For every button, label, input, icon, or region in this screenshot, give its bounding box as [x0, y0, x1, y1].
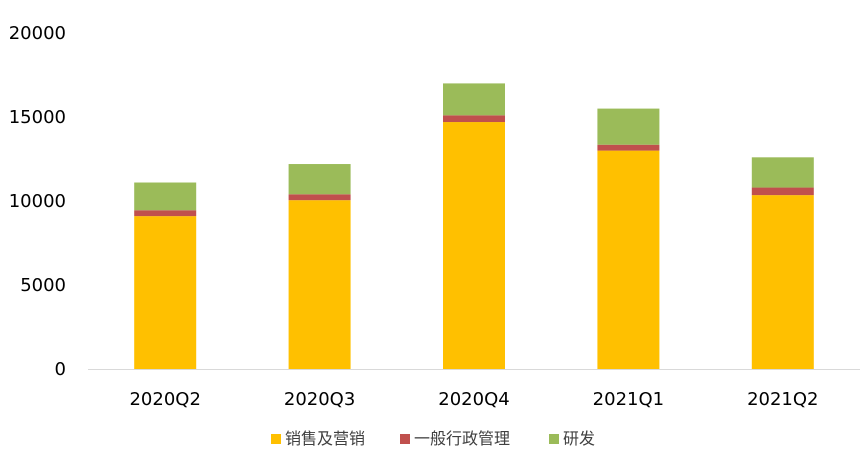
legend-label-2: 一般行政管理 — [414, 429, 510, 448]
bar-segment-2021Q1-2 — [597, 144, 660, 151]
bar-segment-2020Q3-2 — [288, 194, 351, 201]
legend-swatch-2 — [400, 434, 410, 444]
bar-segment-2021Q1-3 — [597, 108, 660, 145]
bar-segment-2021Q2-1 — [751, 195, 814, 369]
y-tick-label: 0 — [55, 359, 66, 380]
bar-segment-2020Q2-3 — [134, 182, 197, 211]
bar-segment-2021Q1-1 — [597, 150, 660, 369]
legend-swatch-3 — [549, 434, 559, 444]
bar-segment-2020Q4-2 — [443, 115, 505, 123]
x-tick-label-2020Q2: 2020Q2 — [129, 389, 200, 410]
x-tick-label-2021Q2: 2021Q2 — [747, 389, 818, 410]
x-tick-label-2021Q1: 2021Q1 — [593, 389, 664, 410]
legend-swatch-1 — [271, 434, 281, 444]
legend-label-3: 研发 — [563, 429, 595, 448]
y-tick-label: 10000 — [9, 191, 66, 212]
legend: 销售及营销 一般行政管理 研发 — [271, 429, 595, 448]
y-tick-label: 15000 — [9, 107, 66, 128]
bar-segment-2021Q2-3 — [751, 157, 814, 188]
bar-segment-2020Q4-1 — [443, 122, 505, 369]
bars-area — [134, 83, 814, 369]
x-tick-label-2020Q3: 2020Q3 — [284, 389, 355, 410]
bar-segment-2020Q3-1 — [288, 200, 351, 369]
bar-segment-2020Q3-3 — [288, 164, 351, 195]
bar-segment-2021Q2-2 — [751, 187, 814, 196]
y-axis: 0 5000 10000 15000 20000 — [9, 23, 66, 380]
bar-segment-2020Q2-1 — [134, 216, 197, 369]
x-tick-label-2020Q4: 2020Q4 — [438, 389, 509, 410]
x-axis: 2020Q2 2020Q3 2020Q4 2021Q1 2021Q2 — [129, 389, 818, 410]
bar-segment-2020Q4-3 — [443, 83, 505, 116]
y-tick-label: 20000 — [9, 23, 66, 44]
bar-segment-2020Q2-2 — [134, 210, 197, 217]
y-tick-label: 5000 — [20, 275, 66, 296]
legend-label-1: 销售及营销 — [285, 429, 365, 448]
